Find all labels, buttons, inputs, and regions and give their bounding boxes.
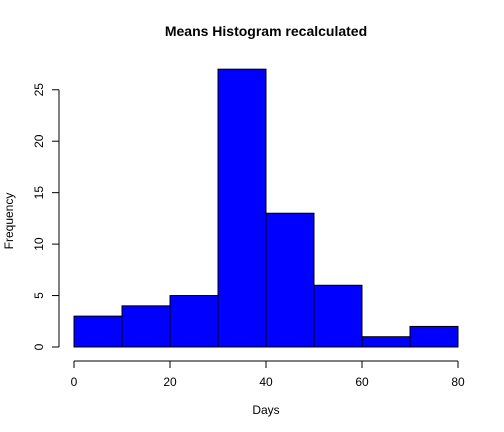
x-axis: 0 20 40 60 80 xyxy=(71,360,465,389)
histogram-bar-40-50 xyxy=(265,212,315,348)
y-tick-label: 25 xyxy=(32,83,46,97)
y-tick-label: 5 xyxy=(32,292,46,299)
histogram-bar-10-20 xyxy=(121,305,171,348)
histogram-bar-0-10 xyxy=(73,315,123,348)
x-tick-label: 20 xyxy=(163,375,177,389)
x-tick-label: 40 xyxy=(259,375,273,389)
x-tick-label: 60 xyxy=(355,375,369,389)
y-axis: 0 5 10 15 20 25 xyxy=(32,83,60,350)
histogram-bar-30-40 xyxy=(217,68,267,348)
histogram-bar-20-30 xyxy=(169,295,219,348)
x-axis-label: Days xyxy=(252,403,279,417)
y-tick-label: 15 xyxy=(32,186,46,200)
histogram-bar-50-60 xyxy=(313,284,363,348)
x-tick-label: 80 xyxy=(451,375,465,389)
chart-title: Means Histogram recalculated xyxy=(165,23,367,39)
bars-group xyxy=(73,68,459,348)
histogram-bar-70-80 xyxy=(409,325,459,348)
y-tick-label: 0 xyxy=(32,343,46,350)
y-axis-label: Frequency xyxy=(2,193,16,250)
y-tick-label: 10 xyxy=(32,237,46,251)
x-tick-label: 0 xyxy=(71,375,78,389)
y-tick-label: 20 xyxy=(32,134,46,148)
histogram-bar-60-70 xyxy=(361,336,411,348)
